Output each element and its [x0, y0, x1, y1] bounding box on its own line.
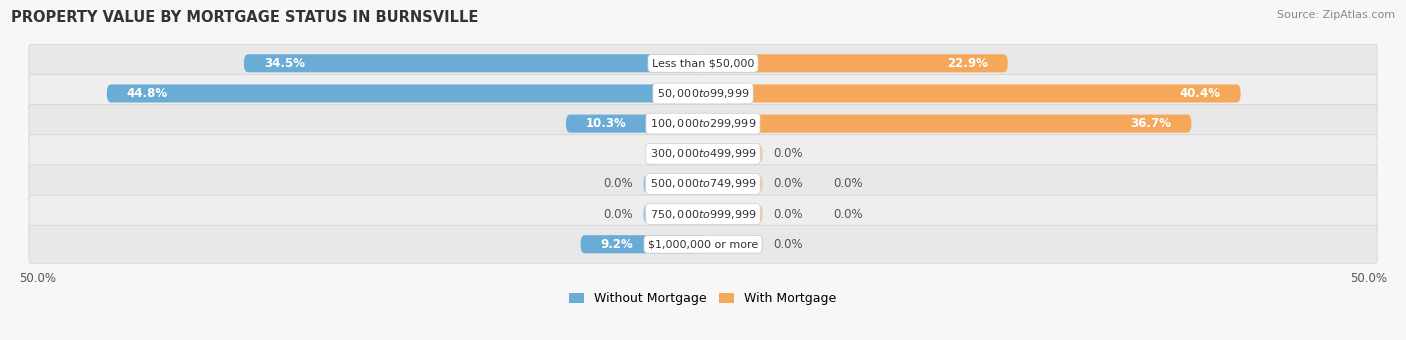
Text: PROPERTY VALUE BY MORTGAGE STATUS IN BURNSVILLE: PROPERTY VALUE BY MORTGAGE STATUS IN BUR… [11, 10, 478, 25]
Text: $100,000 to $299,999: $100,000 to $299,999 [650, 117, 756, 130]
FancyBboxPatch shape [643, 175, 703, 193]
FancyBboxPatch shape [688, 145, 703, 163]
Text: 0.0%: 0.0% [834, 177, 863, 190]
Text: 0.0%: 0.0% [834, 208, 863, 221]
FancyBboxPatch shape [243, 54, 703, 72]
Text: $500,000 to $749,999: $500,000 to $749,999 [650, 177, 756, 190]
FancyBboxPatch shape [30, 105, 1376, 142]
Text: 0.0%: 0.0% [773, 177, 803, 190]
FancyBboxPatch shape [703, 115, 1191, 133]
FancyBboxPatch shape [107, 84, 703, 102]
Text: 44.8%: 44.8% [127, 87, 167, 100]
Text: $1,000,000 or more: $1,000,000 or more [648, 239, 758, 249]
Text: 10.3%: 10.3% [586, 117, 627, 130]
Text: 34.5%: 34.5% [264, 57, 305, 70]
Text: Less than $50,000: Less than $50,000 [652, 58, 754, 68]
Text: 1.2%: 1.2% [647, 147, 676, 160]
FancyBboxPatch shape [703, 205, 763, 223]
FancyBboxPatch shape [30, 195, 1376, 233]
FancyBboxPatch shape [581, 235, 703, 253]
Text: $750,000 to $999,999: $750,000 to $999,999 [650, 208, 756, 221]
Text: Source: ZipAtlas.com: Source: ZipAtlas.com [1277, 10, 1395, 20]
FancyBboxPatch shape [643, 205, 703, 223]
FancyBboxPatch shape [703, 175, 763, 193]
Text: 40.4%: 40.4% [1180, 87, 1220, 100]
FancyBboxPatch shape [703, 235, 763, 253]
FancyBboxPatch shape [30, 225, 1376, 263]
Text: 0.0%: 0.0% [773, 147, 803, 160]
Text: 0.0%: 0.0% [773, 208, 803, 221]
FancyBboxPatch shape [567, 115, 703, 133]
Text: 9.2%: 9.2% [600, 238, 633, 251]
Text: 36.7%: 36.7% [1130, 117, 1171, 130]
FancyBboxPatch shape [30, 44, 1376, 82]
Text: 0.0%: 0.0% [603, 208, 633, 221]
Text: 22.9%: 22.9% [946, 57, 988, 70]
Text: 0.0%: 0.0% [773, 238, 803, 251]
Text: $300,000 to $499,999: $300,000 to $499,999 [650, 147, 756, 160]
Text: 0.0%: 0.0% [603, 177, 633, 190]
FancyBboxPatch shape [30, 165, 1376, 203]
FancyBboxPatch shape [703, 145, 763, 163]
Legend: Without Mortgage, With Mortgage: Without Mortgage, With Mortgage [564, 287, 842, 310]
FancyBboxPatch shape [30, 135, 1376, 173]
FancyBboxPatch shape [703, 84, 1240, 102]
FancyBboxPatch shape [703, 54, 1008, 72]
FancyBboxPatch shape [30, 74, 1376, 113]
Text: $50,000 to $99,999: $50,000 to $99,999 [657, 87, 749, 100]
